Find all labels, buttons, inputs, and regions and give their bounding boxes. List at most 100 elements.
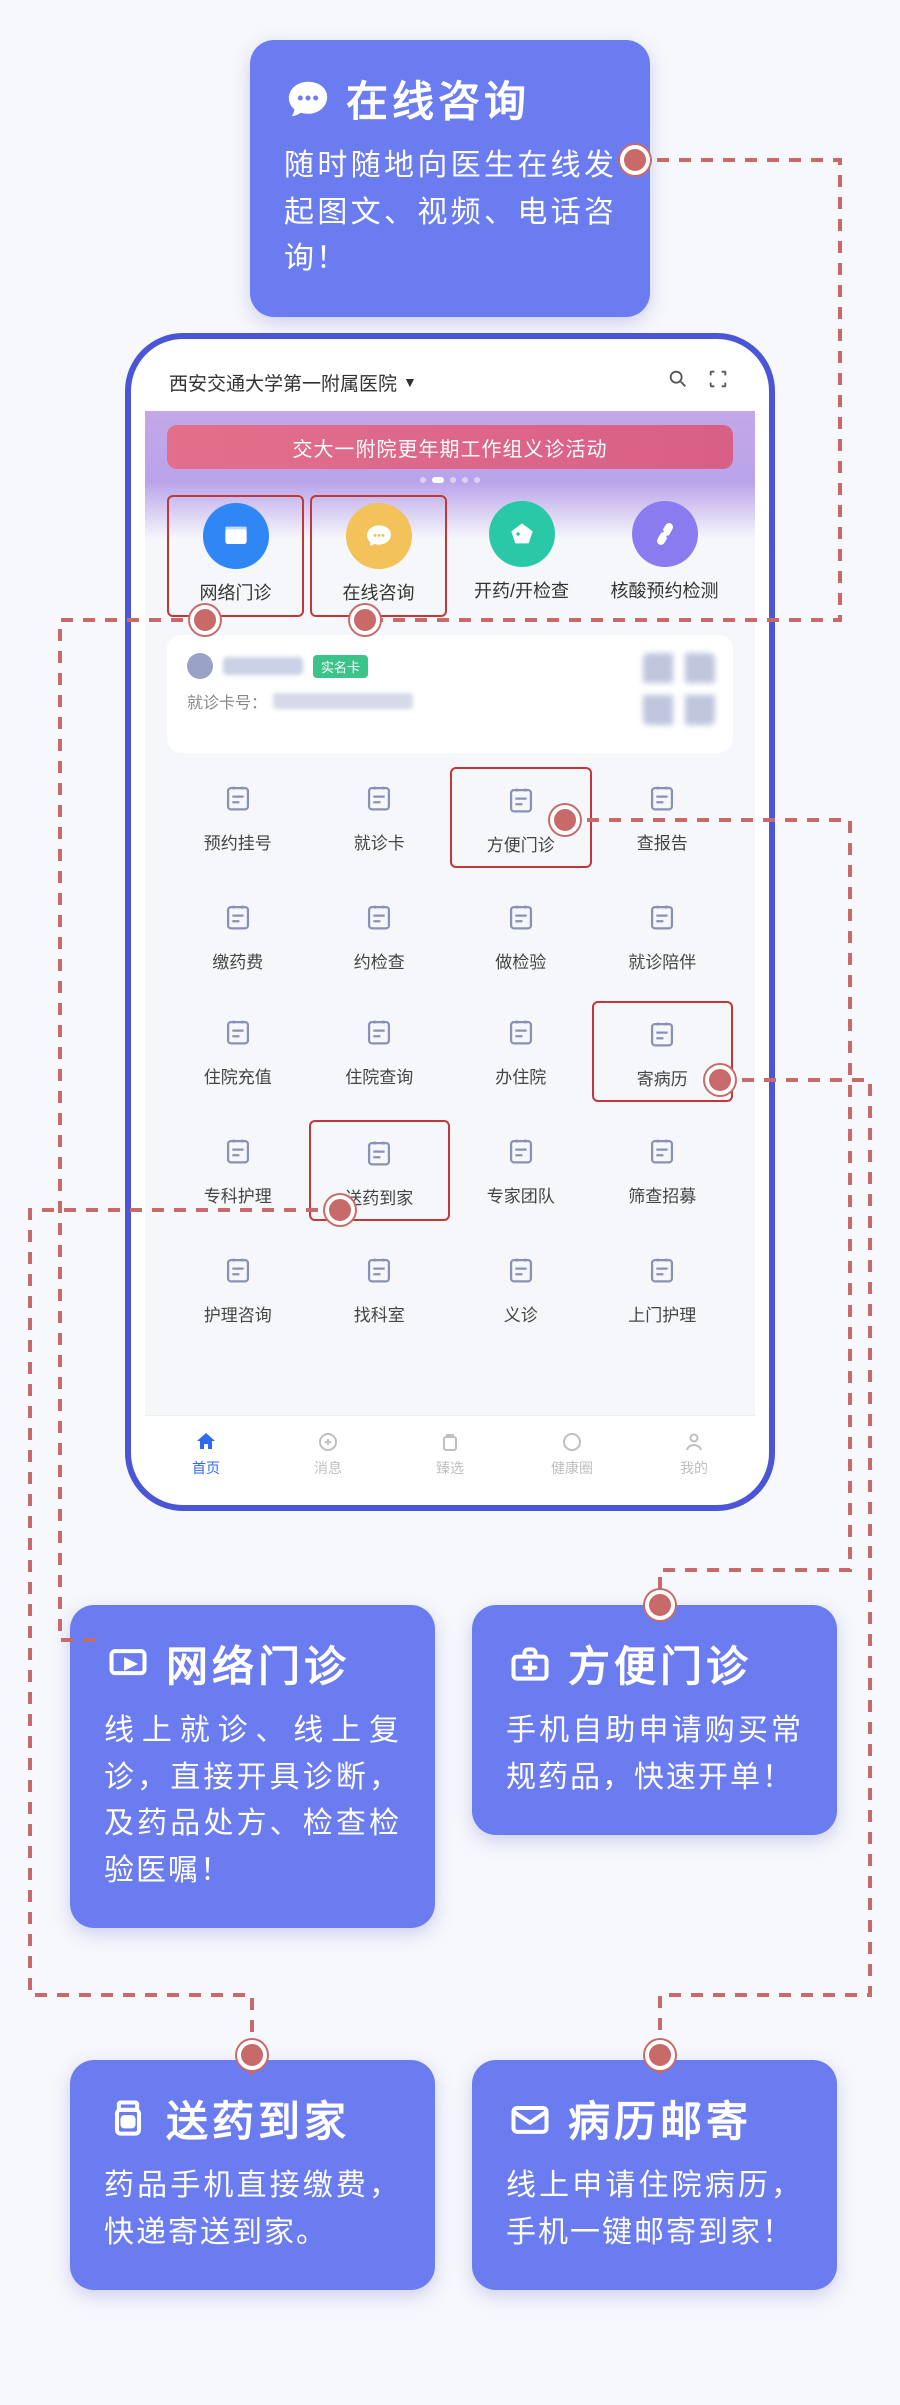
service-就诊卡[interactable]: 就诊卡: [309, 767, 451, 868]
hospital-selector[interactable]: 西安交通大学第一附属医院 ▼: [169, 369, 651, 396]
connector-dot: [190, 605, 220, 635]
hospital-name: 西安交通大学第一附属医院: [169, 369, 397, 396]
service-护理咨询[interactable]: 护理咨询: [167, 1239, 309, 1336]
phone-side-button: [770, 629, 775, 739]
service-专科护理[interactable]: 专科护理: [167, 1120, 309, 1221]
service-icon: [641, 777, 683, 819]
callout-title: 在线咨询: [346, 68, 530, 129]
qr-code-icon[interactable]: [643, 653, 715, 725]
service-label: 缴药费: [212, 948, 263, 973]
quick-label: 在线咨询: [343, 579, 415, 605]
connector-dot: [645, 1590, 675, 1620]
service-icon: [500, 1011, 542, 1053]
tab-首页[interactable]: 首页: [145, 1416, 267, 1491]
service-查报告[interactable]: 查报告: [592, 767, 734, 868]
service-label: 就诊卡: [354, 829, 405, 854]
tab-臻选[interactable]: 臻选: [389, 1416, 511, 1491]
service-住院充值[interactable]: 住院充值: [167, 1001, 309, 1102]
quick-核酸预约检测[interactable]: 核酸预约检测: [596, 495, 733, 617]
service-icon: [358, 896, 400, 938]
search-icon[interactable]: [665, 368, 691, 396]
phone-side-button: [770, 759, 775, 869]
quick-开药/开检查[interactable]: 开药/开检查: [453, 495, 590, 617]
mail-icon: [506, 2095, 554, 2143]
services-grid: 预约挂号就诊卡 方便门诊 查报告缴药费 约检查 做检验 就诊陪伴住院充值住院查询 办住院 寄病…: [167, 767, 733, 1336]
service-筛查招募[interactable]: 筛查招募: [592, 1120, 734, 1221]
promo-banner[interactable]: 交大一附院更年期工作组义诊活动: [167, 425, 733, 469]
connector-dot: [350, 605, 380, 635]
tab-label: 我的: [680, 1458, 708, 1478]
patient-card[interactable]: 实名卡 就诊卡号：: [167, 635, 733, 753]
service-icon: [217, 1011, 259, 1053]
service-label: 筛查招募: [628, 1182, 696, 1207]
service-label: 住院查询: [345, 1063, 413, 1088]
tab-label: 健康圈: [551, 1458, 593, 1478]
service-label: 做检验: [495, 948, 546, 973]
tab-label: 首页: [192, 1458, 220, 1478]
service-icon: [500, 896, 542, 938]
tab-icon: [315, 1429, 341, 1455]
callout-desc: 线上就诊、线上复诊，直接开具诊断，及药品处方、检查检验医嘱！: [104, 1708, 401, 1894]
connector-dot: [620, 145, 650, 175]
service-icon: [217, 896, 259, 938]
service-label: 方便门诊: [487, 831, 555, 856]
pager-dots: [167, 477, 733, 483]
medkit-icon: [506, 1640, 554, 1688]
quick-网络门诊[interactable]: 网络门诊: [167, 495, 304, 617]
callout-delivery: 送药到家 药品手机直接缴费，快递寄送到家。: [70, 2060, 435, 2290]
service-label: 护理咨询: [204, 1301, 272, 1326]
callout-title: 方便门诊: [568, 1633, 752, 1694]
monitor-icon: [104, 1640, 152, 1688]
service-找科室[interactable]: 找科室: [309, 1239, 451, 1336]
service-就诊陪伴[interactable]: 就诊陪伴: [592, 886, 734, 983]
service-缴药费[interactable]: 缴药费: [167, 886, 309, 983]
service-label: 寄病历: [637, 1065, 688, 1090]
service-icon: [358, 1011, 400, 1053]
tab-我的[interactable]: 我的: [633, 1416, 755, 1491]
service-label: 查报告: [637, 829, 688, 854]
callout-desc: 随时随地向医生在线发起图文、视频、电话咨询！: [284, 143, 616, 283]
service-约检查[interactable]: 约检查: [309, 886, 451, 983]
phone-mockup: 西安交通大学第一附属医院 ▼ 交大一附院更年期工作组义诊活动 网络门诊 在线咨询 开…: [125, 333, 775, 1511]
app-header: 西安交通大学第一附属医院 ▼: [145, 353, 755, 411]
tab-消息[interactable]: 消息: [267, 1416, 389, 1491]
tab-健康圈[interactable]: 健康圈: [511, 1416, 633, 1491]
service-label: 义诊: [504, 1301, 538, 1326]
callout-desc: 手机自助申请购买常规药品，快速开单！: [506, 1708, 803, 1801]
callout-mailrecord: 病历邮寄 线上申请住院病历，手机一键邮寄到家！: [472, 2060, 837, 2290]
service-label: 专家团队: [487, 1182, 555, 1207]
service-上门护理[interactable]: 上门护理: [592, 1239, 734, 1336]
service-icon: [641, 1013, 683, 1055]
quick-label: 核酸预约检测: [611, 577, 719, 603]
tab-icon: [193, 1429, 219, 1455]
phone-screen: 西安交通大学第一附属医院 ▼ 交大一附院更年期工作组义诊活动 网络门诊 在线咨询 开…: [145, 353, 755, 1491]
service-label: 找科室: [354, 1301, 405, 1326]
service-label: 就诊陪伴: [628, 948, 696, 973]
service-label: 办住院: [495, 1063, 546, 1088]
avatar-icon: [187, 653, 213, 679]
service-icon: [217, 1130, 259, 1172]
promo-text: 交大一附院更年期工作组义诊活动: [293, 433, 608, 462]
quick-label: 网络门诊: [200, 579, 272, 605]
connector-dot: [645, 2040, 675, 2070]
service-icon: [217, 777, 259, 819]
service-专家团队[interactable]: 专家团队: [450, 1120, 592, 1221]
scan-icon[interactable]: [705, 368, 731, 396]
tab-icon: [559, 1429, 585, 1455]
service-做检验[interactable]: 做检验: [450, 886, 592, 983]
callout-consult: 在线咨询 随时随地向医生在线发起图文、视频、电话咨询！: [250, 40, 650, 317]
service-住院查询[interactable]: 住院查询: [309, 1001, 451, 1102]
quick-在线咨询[interactable]: 在线咨询: [310, 495, 447, 617]
phone-side-button: [770, 549, 775, 609]
quick-icon: [346, 503, 412, 569]
service-预约挂号[interactable]: 预约挂号: [167, 767, 309, 868]
service-label: 约检查: [354, 948, 405, 973]
connector-dot: [550, 805, 580, 835]
service-办住院[interactable]: 办住院: [450, 1001, 592, 1102]
service-义诊[interactable]: 义诊: [450, 1239, 592, 1336]
connector-dot: [237, 2040, 267, 2070]
tab-bar: 首页 消息臻选健康圈 我的: [145, 1415, 755, 1491]
service-label: 专科护理: [204, 1182, 272, 1207]
quick-icon: [489, 501, 555, 567]
callout-title: 送药到家: [166, 2088, 350, 2149]
